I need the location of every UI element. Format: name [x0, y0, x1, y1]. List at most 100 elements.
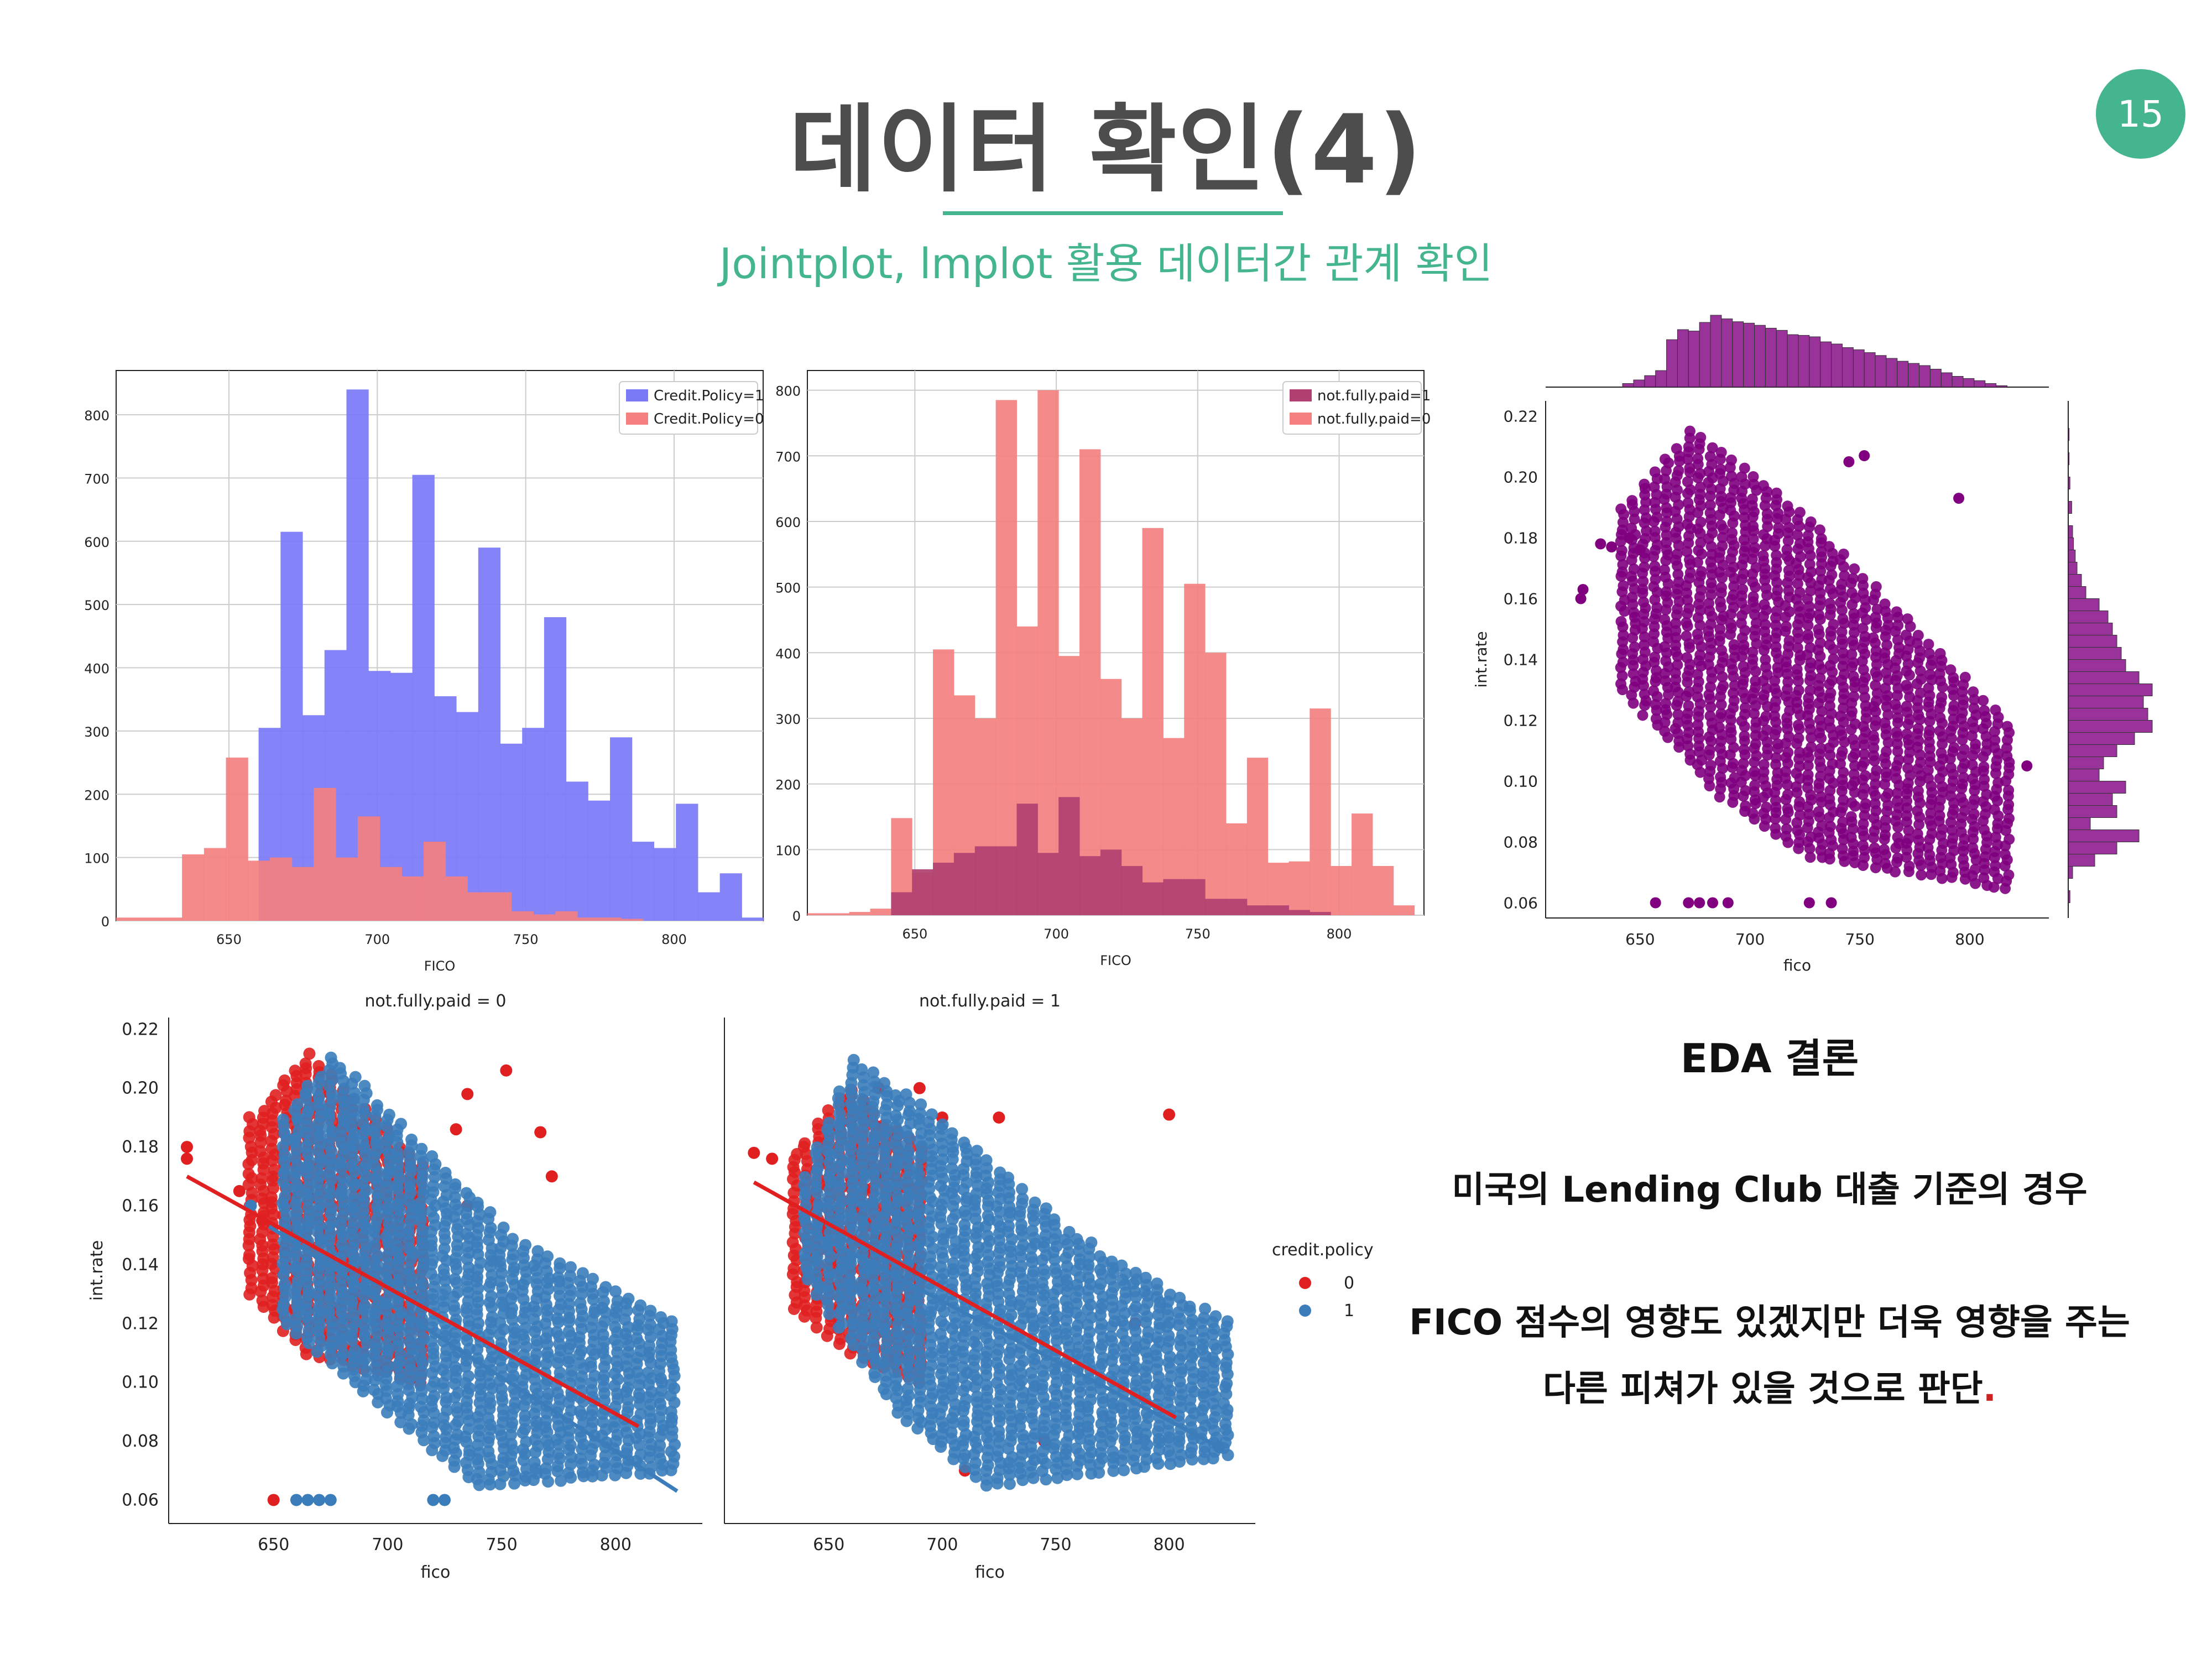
scatter-point	[1902, 644, 1914, 655]
scatter-point	[1867, 730, 1879, 742]
scatter-point	[1912, 723, 1924, 734]
facet-title: not.fully.paid = 1	[919, 992, 1061, 1011]
scatter-point-1	[554, 1257, 566, 1270]
scatter-point	[1912, 785, 1924, 797]
histogram-bar	[1058, 797, 1080, 915]
scatter-point-1	[823, 1117, 836, 1129]
scatter-point-1	[833, 1189, 846, 1202]
scatter-point-1	[844, 1097, 857, 1110]
scatter-point	[1857, 839, 1869, 851]
scatter-point	[2003, 869, 2015, 881]
x-tick-label: 700	[1044, 926, 1069, 942]
scatter-point	[1728, 639, 1740, 650]
scatter-point	[1871, 765, 1882, 776]
legend-swatch	[1290, 389, 1312, 401]
histogram-bar	[1393, 905, 1415, 915]
scatter-point	[1704, 744, 1715, 755]
scatter-point	[1772, 738, 1783, 750]
scatter-point-1	[810, 1270, 822, 1282]
scatter-point-0	[242, 1167, 255, 1180]
scatter-point	[1747, 520, 1759, 532]
scatter-point	[1618, 629, 1629, 641]
x-tick-label: 650	[1625, 930, 1655, 948]
scatter-point-1	[368, 1160, 380, 1172]
scatter-point	[1902, 613, 1913, 625]
scatter-point	[1845, 811, 1857, 822]
scatter-point-1	[403, 1262, 415, 1275]
scatter-point-1	[889, 1109, 902, 1122]
marginal-bar-fico	[1929, 369, 1942, 388]
scatter-point	[1845, 832, 1857, 843]
scatter-point	[1757, 550, 1769, 561]
scatter-point-1	[357, 1347, 370, 1359]
scatter-point	[1616, 545, 1627, 556]
marginal-bar-fico	[1864, 352, 1876, 388]
scatter-point-1	[947, 1257, 959, 1270]
scatter-point	[1683, 686, 1695, 697]
scatter-point	[1990, 704, 2001, 716]
scatter-point	[1671, 549, 1683, 560]
scatter-point	[1760, 654, 1771, 665]
scatter-point-1	[993, 1425, 1005, 1437]
histogram-bar	[1225, 899, 1248, 915]
scatter-point-1	[531, 1245, 544, 1258]
scatter-point	[1846, 797, 1858, 808]
scatter-point	[1903, 860, 1915, 872]
scatter-point	[1979, 705, 1990, 716]
scatter-point	[1637, 596, 1649, 608]
marginal-bar-int-rate	[2068, 671, 2140, 684]
scatter-point	[1869, 798, 1881, 810]
scatter-point	[1673, 465, 1684, 477]
scatter-point	[1923, 648, 1935, 659]
scatter-point-1	[348, 1153, 361, 1166]
scatter-point-0	[233, 1185, 246, 1197]
x-tick-label: 700	[1735, 930, 1765, 948]
scatter-point-1	[460, 1187, 473, 1199]
scatter-point-1	[926, 1108, 938, 1121]
x-axis-label: fico	[421, 1563, 451, 1582]
marginal-bar-int-rate	[2068, 611, 2109, 623]
scatter-point	[1948, 713, 1959, 725]
scatter-point-1	[1026, 1224, 1039, 1237]
y-tick-label: 600	[775, 515, 801, 530]
scatter-point-1	[564, 1261, 577, 1274]
scatter-point	[1773, 522, 1785, 534]
scatter-point-1	[958, 1218, 971, 1231]
scatter-point	[1694, 897, 1705, 909]
scatter-point-1	[391, 1240, 404, 1253]
scatter-point-1	[857, 1317, 870, 1329]
scatter-point	[1825, 897, 1837, 909]
scatter-point	[1769, 683, 1781, 695]
scatter-point-1	[425, 1267, 437, 1280]
marginal-bar-int-rate	[2068, 501, 2072, 514]
scatter-point	[1672, 659, 1683, 671]
scatter-point-1	[333, 1062, 346, 1074]
scatter-point	[1782, 789, 1793, 801]
scatter-point	[1806, 741, 1817, 753]
scatter-point-1	[357, 1103, 370, 1115]
histogram-bar	[116, 917, 139, 921]
scatter-point-1	[878, 1301, 891, 1314]
x-tick-label: 800	[600, 1535, 632, 1554]
scatter-point-1	[980, 1379, 993, 1391]
scatter-point	[1978, 761, 1990, 773]
scatter-point	[1870, 714, 1881, 726]
scatter-point	[1705, 577, 1717, 589]
marginal-bar-fico	[1787, 334, 1799, 388]
scatter-point	[2003, 799, 2015, 811]
scatter-point-1	[471, 1196, 484, 1209]
scatter-point	[1858, 587, 1869, 599]
scatter-point-1	[609, 1285, 622, 1298]
scatter-point-1	[900, 1088, 912, 1101]
scatter-point	[1792, 719, 1804, 731]
histogram-bar	[1310, 708, 1331, 915]
scatter-point	[1925, 807, 1937, 819]
scatter-point	[1948, 700, 1960, 712]
y-tick-label: 100	[84, 851, 109, 867]
scatter-point	[1815, 743, 1827, 754]
scatter-point	[1757, 480, 1769, 492]
scatter-point	[1803, 897, 1815, 909]
histogram-bar	[599, 917, 622, 921]
scatter-point-1	[857, 1208, 870, 1221]
scatter-point	[1715, 708, 1727, 719]
